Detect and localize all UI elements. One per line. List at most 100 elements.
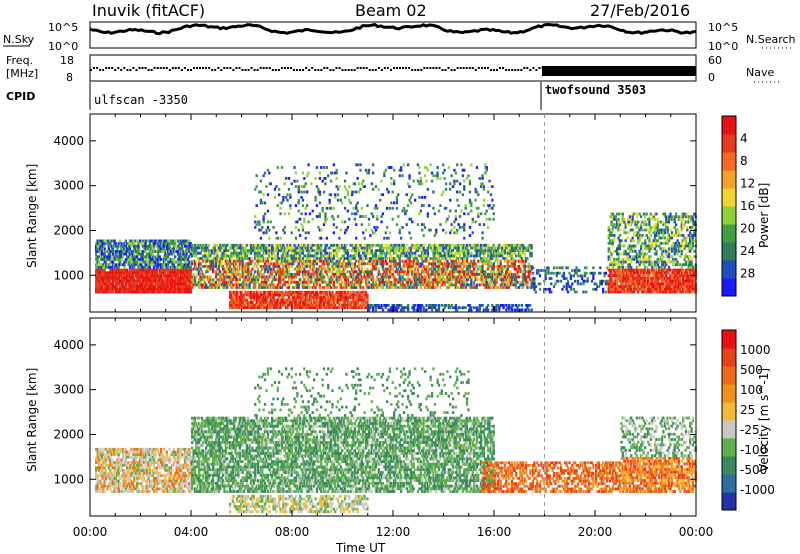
- heatmap-cell: [140, 271, 143, 275]
- heatmap-cell: [162, 242, 166, 245]
- heatmap-cell: [127, 252, 130, 256]
- heatmap-cell: [461, 259, 464, 263]
- heatmap-cell: [388, 286, 392, 289]
- heatmap-cell: [130, 271, 133, 275]
- heatmap-cell: [158, 244, 161, 248]
- heatmap-cell: [258, 296, 261, 299]
- heatmap-cell: [162, 271, 166, 275]
- heatmap-cell: [467, 251, 470, 255]
- heatmap-cell: [294, 251, 298, 255]
- heatmap-cell: [196, 280, 199, 284]
- heatmap-cell: [491, 304, 494, 307]
- heatmap-cell: [317, 246, 320, 250]
- heatmap-cell: [315, 303, 319, 307]
- heatmap-cell: [428, 286, 431, 289]
- heatmap-cell: [128, 276, 132, 280]
- heatmap-cell: [255, 257, 258, 260]
- heatmap-cell: [306, 174, 309, 178]
- heatmap-cell: [425, 270, 428, 274]
- heatmap-cell: [280, 303, 284, 307]
- heatmap-cell: [148, 285, 151, 288]
- heatmap-cell: [327, 259, 330, 263]
- heatmap-cell: [502, 257, 505, 260]
- heatmap-cell: [341, 246, 344, 250]
- heatmap-cell: [268, 228, 271, 232]
- heatmap-cell: [255, 265, 258, 268]
- heatmap-cell: [510, 243, 514, 247]
- heatmap-cell: [283, 182, 286, 186]
- heatmap-cell: [349, 254, 352, 258]
- heatmap-cell: [489, 275, 493, 279]
- heatmap-cell: [235, 306, 239, 310]
- heatmap-cell: [398, 286, 401, 289]
- heatmap-cell: [171, 287, 174, 291]
- heatmap-cell: [350, 306, 354, 310]
- heatmap-cell: [131, 250, 134, 253]
- heatmap-cell: [294, 301, 298, 304]
- heatmap-cell: [147, 239, 150, 243]
- heatmap-cell: [231, 286, 234, 289]
- heatmap-cell: [262, 286, 265, 289]
- heatmap-cell: [321, 254, 324, 258]
- heatmap-cell: [308, 259, 312, 263]
- heatmap-cell: [148, 239, 151, 243]
- heatmap-cell: [137, 268, 140, 272]
- heatmap-cell: [390, 283, 393, 287]
- heatmap-cell: [188, 271, 191, 275]
- heatmap-cell: [114, 274, 118, 277]
- heatmap-cell: [428, 278, 431, 281]
- heatmap-cell: [313, 267, 316, 271]
- heatmap-cell: [261, 201, 264, 205]
- heatmap-cell: [161, 279, 164, 283]
- heatmap-cell: [280, 290, 284, 294]
- heatmap-cell: [353, 246, 356, 250]
- heatmap-cell: [381, 265, 385, 268]
- heatmap-cell: [425, 257, 428, 260]
- heatmap-cell: [481, 278, 484, 281]
- freq-dot: [532, 67, 535, 69]
- heatmap-cell: [254, 249, 257, 252]
- heatmap-cell: [185, 260, 188, 264]
- heatmap-cell: [175, 265, 178, 269]
- heatmap-cell: [506, 251, 509, 255]
- heatmap-cell: [123, 268, 126, 272]
- heatmap-cell: [314, 270, 317, 274]
- heatmap-cell: [121, 276, 125, 280]
- heatmap-cell: [404, 278, 407, 281]
- heatmap-cell: [175, 282, 178, 286]
- heatmap-cell: [103, 250, 106, 253]
- heatmap-cell: [127, 271, 130, 275]
- heatmap-cell: [491, 278, 494, 281]
- heatmap-cell: [321, 179, 324, 183]
- heatmap-cell: [116, 285, 119, 288]
- heatmap-cell: [228, 301, 232, 304]
- heatmap-cell: [283, 303, 286, 307]
- heatmap-cell: [322, 293, 326, 297]
- heatmap-cell: [322, 223, 326, 226]
- heatmap-cell: [338, 278, 341, 281]
- heatmap-cell: [249, 251, 253, 255]
- heatmap-cell: [384, 306, 387, 310]
- heatmap-cell: [499, 259, 502, 263]
- heatmap-cell: [96, 279, 99, 283]
- heatmap-cell: [318, 301, 321, 304]
- heatmap-cell: [104, 263, 108, 267]
- heatmap-cell: [499, 304, 502, 307]
- heatmap-cell: [460, 249, 463, 252]
- heatmap-cell: [235, 278, 239, 281]
- heatmap-cell: [191, 278, 194, 281]
- freq-dot: [129, 69, 132, 71]
- freq-dot: [256, 69, 259, 71]
- heatmap-cell: [313, 272, 316, 276]
- heatmap-cell: [110, 255, 113, 259]
- heatmap-cell: [178, 263, 181, 267]
- heatmap-cell: [186, 290, 190, 294]
- heatmap-cell: [286, 243, 289, 247]
- heatmap-cell: [210, 267, 213, 271]
- heatmap-cell: [164, 276, 167, 280]
- heatmap-cell: [238, 267, 241, 271]
- heatmap-cell: [367, 272, 371, 276]
- heatmap-cell: [242, 293, 246, 297]
- heatmap-cell: [377, 280, 380, 284]
- heatmap-cell: [297, 249, 300, 252]
